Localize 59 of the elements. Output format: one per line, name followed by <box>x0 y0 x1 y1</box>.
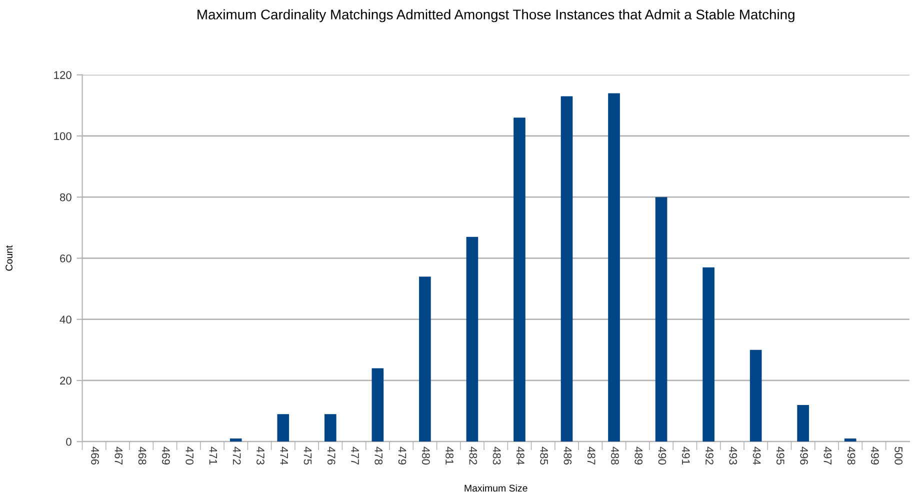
bar <box>230 438 242 442</box>
bar <box>560 96 573 442</box>
x-axis-title: Maximum Size <box>464 484 528 492</box>
x-tick-label: 481 <box>446 446 454 464</box>
x-tick-label: 473 <box>256 446 264 465</box>
x-tick-label: 486 <box>564 446 572 465</box>
x-tick-label: 471 <box>209 446 218 464</box>
x-tick-label: 474 <box>280 446 288 465</box>
bar <box>514 118 526 442</box>
bar <box>844 438 856 442</box>
x-tick-label: 490 <box>658 446 666 465</box>
y-tick-label: 0 <box>66 438 72 446</box>
bar <box>419 276 431 442</box>
x-tick-label: 493 <box>729 446 738 465</box>
y-axis-title: Count <box>6 245 12 271</box>
x-tick-label: 468 <box>138 446 146 465</box>
x-tick-label: 466 <box>91 446 99 465</box>
x-tick-label: 484 <box>516 446 524 465</box>
chart-title: Maximum Cardinality Matchings Admitted Amongst Those Instances that Admit a Stable Matching <box>198 9 794 22</box>
y-tick-label: 100 <box>54 132 72 140</box>
x-tick-label: 475 <box>304 446 312 465</box>
x-tick-label: 467 <box>114 446 123 464</box>
y-tick-label: 80 <box>60 193 72 202</box>
bar <box>655 197 668 442</box>
x-tick-label: 482 <box>469 446 478 464</box>
bar <box>608 93 620 442</box>
x-tick-label: 469 <box>162 446 170 464</box>
bar <box>797 404 809 442</box>
x-tick-label: 494 <box>752 446 761 465</box>
x-tick-label: 497 <box>824 446 832 464</box>
x-tick-label: 496 <box>800 446 808 465</box>
x-tick-label: 491 <box>682 446 690 464</box>
bar <box>277 414 290 442</box>
x-tick-label: 478 <box>374 446 383 465</box>
x-tick-label: 488 <box>611 446 619 465</box>
x-tick-label: 476 <box>327 446 336 465</box>
x-tick-label: 483 <box>492 446 501 465</box>
bar <box>324 414 336 442</box>
bar <box>372 368 384 442</box>
x-tick-label: 487 <box>587 446 596 464</box>
x-tick-label: 495 <box>776 446 784 465</box>
y-tick-label: 40 <box>60 316 72 324</box>
y-tick-label: 20 <box>60 376 72 385</box>
x-tick-label: 499 <box>870 446 879 464</box>
x-tick-label: 477 <box>351 446 359 464</box>
x-tick-label: 480 <box>422 446 430 465</box>
bar <box>466 236 478 442</box>
x-tick-label: 485 <box>540 446 548 465</box>
x-tick-label: 479 <box>398 446 406 464</box>
y-tick-label: 120 <box>54 71 72 79</box>
bar <box>750 350 762 442</box>
x-tick-label: 472 <box>233 446 241 464</box>
x-tick-label: 489 <box>634 446 643 464</box>
y-tick-label: 60 <box>60 254 72 262</box>
x-tick-label: 492 <box>706 446 714 464</box>
x-tick-label: 470 <box>186 446 194 465</box>
x-tick-label: 498 <box>847 446 856 465</box>
bar <box>702 267 714 442</box>
x-tick-label: 500 <box>894 446 902 465</box>
